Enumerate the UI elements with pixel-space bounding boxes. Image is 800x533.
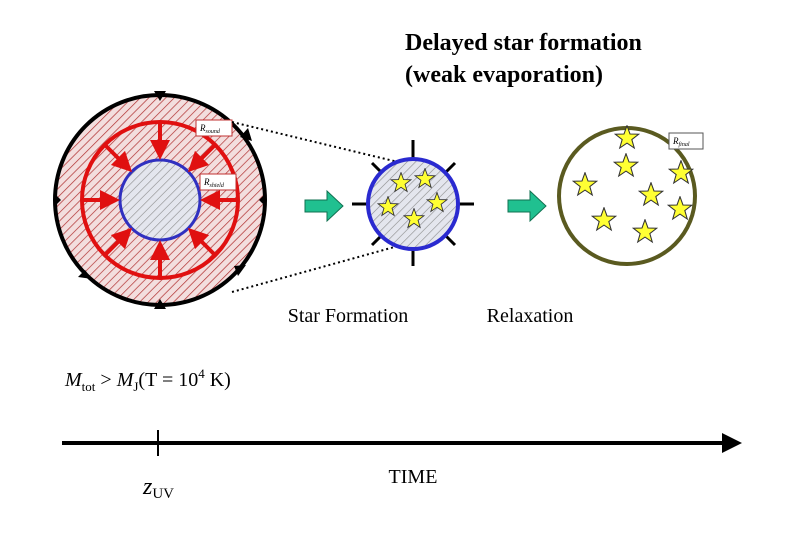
text-part: R	[203, 177, 210, 187]
zoom-line	[231, 245, 399, 293]
collapsing-cloud: Rsound Rshield	[53, 91, 267, 309]
text-part: final	[679, 141, 690, 148]
title-line: (weak evaporation)	[405, 62, 603, 88]
text-part: tot	[82, 379, 96, 394]
text-part: sound	[206, 129, 221, 135]
text-part: >	[95, 369, 116, 391]
text-part: z	[142, 474, 153, 500]
text-part: (T = 10	[138, 369, 198, 391]
stage-label: Star Formation	[288, 305, 409, 327]
text-part: UV	[152, 486, 174, 502]
stage-label: Relaxation	[487, 305, 574, 327]
radius-label: Rfinal	[672, 136, 690, 148]
text-part: M	[64, 369, 83, 391]
radius-label: Rsound	[199, 123, 221, 135]
text-part: shield	[210, 183, 225, 189]
text-part: 4	[198, 366, 205, 381]
text-part: M	[116, 369, 135, 391]
forming-core	[352, 140, 474, 266]
text-part: R	[199, 123, 206, 133]
marker-label: zUV	[142, 474, 174, 502]
zoom-line	[231, 121, 399, 163]
axis-label: TIME	[389, 466, 438, 488]
relaxed-cluster: Rfinal	[557, 125, 704, 266]
condition: Mtot > MJ(T = 104 K)	[64, 366, 231, 394]
time-arrowhead	[722, 433, 742, 453]
text-part: J	[133, 379, 138, 394]
radius-label: Rshield	[203, 177, 225, 189]
text-part: K)	[205, 369, 231, 391]
stage-arrow	[304, 189, 344, 223]
title-line: Delayed star formation	[405, 30, 642, 56]
text-part: R	[672, 136, 679, 146]
stage-arrow	[507, 189, 547, 223]
